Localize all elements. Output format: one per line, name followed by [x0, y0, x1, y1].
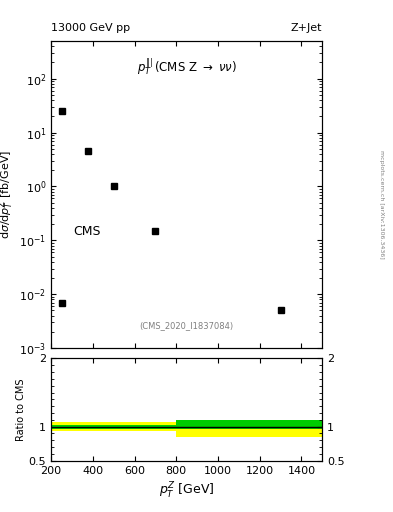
Text: (CMS_2020_I1837084): (CMS_2020_I1837084)	[140, 321, 234, 330]
Text: 13000 GeV pp: 13000 GeV pp	[51, 23, 130, 33]
Text: Z+Jet: Z+Jet	[291, 23, 322, 33]
Text: CMS: CMS	[73, 225, 100, 238]
Y-axis label: Ratio to CMS: Ratio to CMS	[16, 378, 26, 441]
X-axis label: $p_T^Z$ [GeV]: $p_T^Z$ [GeV]	[159, 481, 215, 501]
Text: $p_T^{\||}\,$(CMS Z $\rightarrow$ $\nu\nu$): $p_T^{\||}\,$(CMS Z $\rightarrow$ $\nu\n…	[137, 56, 237, 77]
Y-axis label: d$\sigma$/d$p_T^Z$ [fb/GeV]: d$\sigma$/d$p_T^Z$ [fb/GeV]	[0, 150, 17, 239]
Text: mcplots.cern.ch [arXiv:1306.3436]: mcplots.cern.ch [arXiv:1306.3436]	[379, 151, 384, 259]
